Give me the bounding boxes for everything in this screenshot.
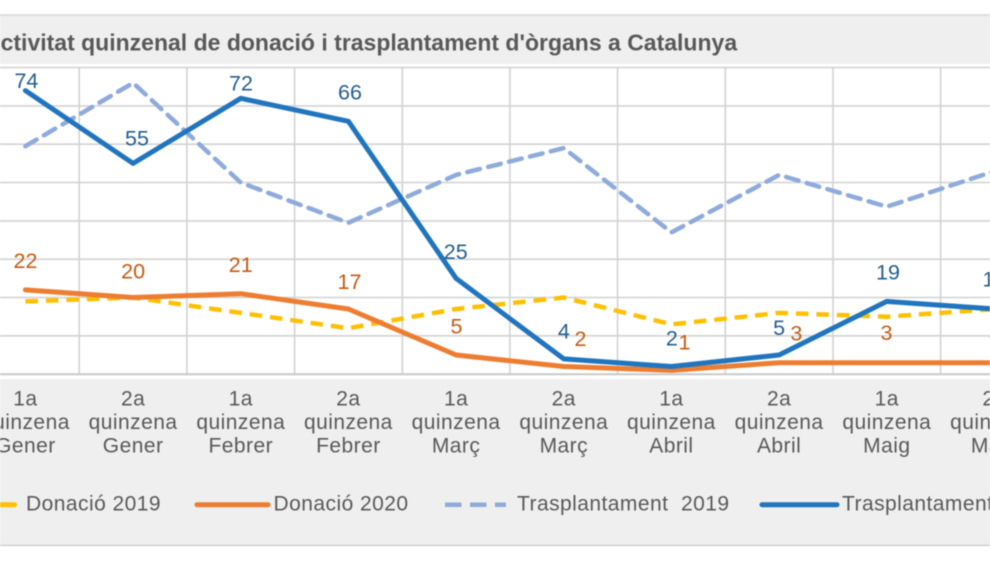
svg-text:2a: 2a: [767, 388, 791, 411]
svg-text:19: 19: [876, 260, 900, 284]
svg-text:74: 74: [14, 69, 38, 93]
svg-text:2a: 2a: [336, 388, 360, 411]
svg-text:Maig: Maig: [971, 435, 990, 458]
svg-text:17: 17: [983, 268, 990, 292]
svg-text:quinzena: quinzena: [735, 411, 824, 434]
svg-text:1a: 1a: [13, 388, 37, 411]
svg-text:1a: 1a: [659, 388, 683, 411]
svg-text:25: 25: [444, 240, 468, 264]
svg-text:2a: 2a: [121, 388, 145, 411]
svg-text:quinzena: quinzena: [196, 411, 285, 434]
svg-text:quinzena: quinzena: [842, 411, 931, 434]
svg-text:Març: Març: [432, 435, 480, 458]
svg-text:5: 5: [773, 316, 785, 340]
svg-text:2: 2: [666, 327, 678, 351]
svg-text:quinzena: quinzena: [412, 411, 501, 434]
svg-text:Febrer: Febrer: [316, 435, 381, 458]
svg-text:quinzena: quinzena: [627, 411, 716, 434]
svg-text:20: 20: [121, 260, 145, 284]
svg-text:1: 1: [679, 331, 691, 355]
svg-text:quinzena: quinzena: [950, 411, 990, 434]
svg-text:55: 55: [125, 127, 149, 151]
svg-text:72: 72: [229, 72, 253, 96]
svg-text:4: 4: [558, 319, 570, 343]
svg-text:3: 3: [790, 322, 802, 346]
svg-text:2a: 2a: [552, 388, 576, 411]
svg-text:Trasplantament 2019: Trasplantament 2019: [517, 493, 730, 516]
svg-text:quinzena: quinzena: [0, 411, 70, 434]
svg-text:2: 2: [575, 327, 587, 351]
svg-text:5: 5: [451, 315, 463, 339]
svg-text:Abril: Abril: [649, 435, 693, 458]
svg-text:Gener: Gener: [0, 435, 56, 458]
svg-text:1a: 1a: [229, 388, 253, 411]
svg-text:2a: 2a: [982, 388, 990, 411]
svg-text:66: 66: [338, 81, 362, 105]
svg-text:quinzena: quinzena: [519, 411, 608, 434]
svg-text:Trasplantament 2020: Trasplantament 2020: [842, 493, 990, 516]
svg-text:Febrer: Febrer: [209, 435, 274, 458]
svg-text:22: 22: [14, 249, 38, 273]
svg-text:1a: 1a: [875, 388, 899, 411]
svg-text:1a: 1a: [444, 388, 468, 411]
svg-text:quinzena: quinzena: [304, 411, 393, 434]
svg-text:Donació 2019: Donació 2019: [26, 493, 161, 516]
svg-text:Març: Març: [540, 435, 588, 458]
svg-text:3: 3: [881, 321, 893, 345]
svg-text:21: 21: [229, 253, 253, 277]
svg-text:17: 17: [338, 270, 362, 294]
svg-text:Activitat quinzenal de donació: Activitat quinzenal de donació i traspla…: [0, 30, 737, 56]
svg-text:Maig: Maig: [863, 435, 910, 458]
svg-text:3: 3: [989, 321, 990, 345]
svg-text:quinzena: quinzena: [89, 411, 178, 434]
svg-text:Gener: Gener: [103, 435, 164, 458]
svg-text:Abril: Abril: [757, 435, 801, 458]
svg-text:Donació 2020: Donació 2020: [274, 493, 409, 516]
